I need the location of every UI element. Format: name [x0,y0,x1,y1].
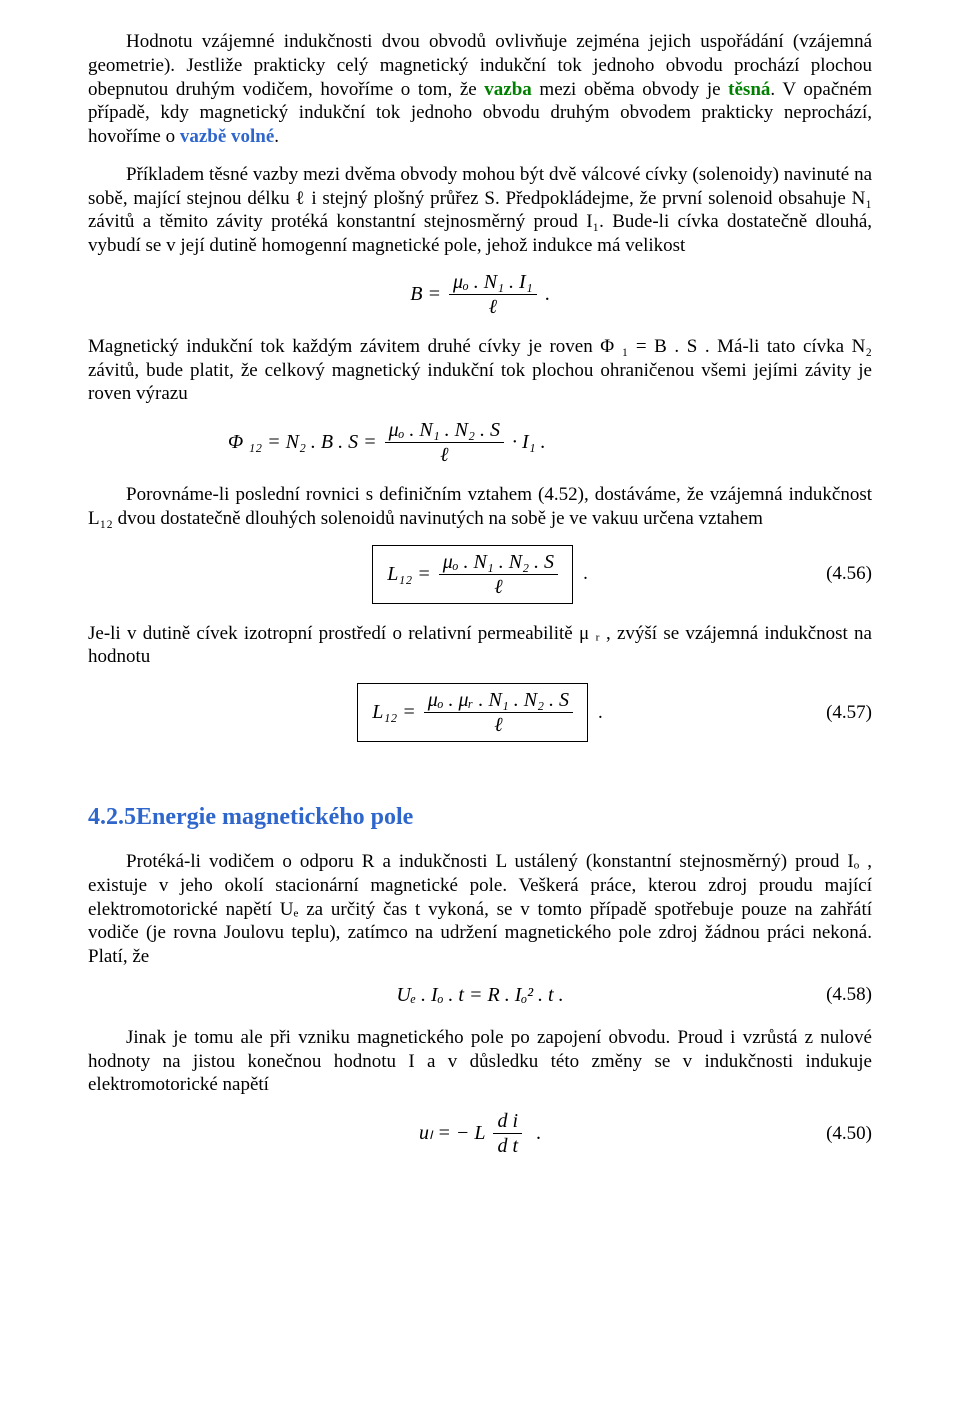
section-heading: 4.2.5Energie magnetického pole [88,802,872,832]
section-title: Energie magnetického pole [136,804,413,830]
frac-bot: ℓ [490,713,506,735]
fraction: μₒ . N₁ . N₂ . S ℓ [439,552,558,597]
equation-B: B = μₒ . N₁ . I₁ ℓ . [88,272,872,317]
equation-uL: uₗ = − L d i d t . (4.50) [88,1111,872,1156]
eq-number: (4.56) [826,562,872,586]
eq-lhs: B = [410,282,441,307]
fraction: d i d t [493,1111,522,1156]
fraction: μₒ . N₁ . I₁ ℓ [449,272,537,317]
fraction: μₒ . μᵣ . N₁ . N₂ . S ℓ [424,690,573,735]
page: Hodnotu vzájemné indukčnosti dvou obvodů… [0,0,960,1186]
eq-lhs: Φ ₁₂ = N₂ . B . S = [228,430,377,455]
eq-number: (4.50) [826,1122,872,1146]
eq-number: (4.57) [826,701,872,725]
term-vazba: vazba [484,79,532,100]
eq-tail: . [536,1121,541,1146]
eq-lhs: L₁₂ = [387,562,431,587]
eq-tail: . [583,562,588,586]
eq-body: Uₑ . Iₒ . t = R . Iₒ² . t . [396,983,563,1008]
paragraph-7: Jinak je tomu ale při vzniku magnetickéh… [88,1026,872,1097]
frac-bot: ℓ [436,443,452,465]
frac-top: μₒ . μᵣ . N₁ . N₂ . S [424,690,573,712]
eq-tail: . [598,701,603,725]
eq-tail: . [545,282,550,307]
frac-top: μₒ . N₁ . N₂ . S [439,552,558,574]
frac-bot: d t [493,1134,522,1156]
equation-L12-vacuum: L₁₂ = μₒ . N₁ . N₂ . S ℓ . (4.56) [88,545,872,604]
paragraph-1: Hodnotu vzájemné indukčnosti dvou obvodů… [88,30,872,149]
frac-bot: ℓ [485,295,501,317]
eq-number: (4.58) [826,983,872,1007]
text: mezi oběma obvody je [532,79,728,100]
paragraph-3: Magnetický indukční tok každým závitem d… [88,335,872,406]
paragraph-6: Protéká-li vodičem o odporu R a indukčno… [88,850,872,969]
paragraph-2: Příkladem těsné vazby mezi dvěma obvody … [88,163,872,258]
eq-tail: · I₁ . [512,430,546,455]
eq-lhs: uₗ = − L [419,1121,485,1146]
equation-energy-steady: Uₑ . Iₒ . t = R . Iₒ² . t . (4.58) [88,983,872,1008]
equation-Phi12: Φ ₁₂ = N₂ . B . S = μₒ . N₁ . N₂ . S ℓ ·… [88,420,872,465]
text: . [274,126,279,147]
frac-top: μₒ . N₁ . N₂ . S [385,420,504,442]
frac-top: μₒ . N₁ . I₁ [449,272,537,294]
term-vazbe-volne: vazbě volné [180,126,274,147]
paragraph-4: Porovnáme-li poslední rovnici s definičn… [88,483,872,531]
eq-lhs: L₁₂ = [372,700,416,725]
term-tesna: těsná [728,79,770,100]
frac-bot: ℓ [490,575,506,597]
paragraph-5: Je-li v dutině cívek izotropní prostředí… [88,622,872,670]
equation-L12-medium: L₁₂ = μₒ . μᵣ . N₁ . N₂ . S ℓ . (4.57) [88,683,872,742]
frac-top: d i [493,1111,522,1133]
section-number: 4.2.5 [88,804,136,830]
fraction: μₒ . N₁ . N₂ . S ℓ [385,420,504,465]
